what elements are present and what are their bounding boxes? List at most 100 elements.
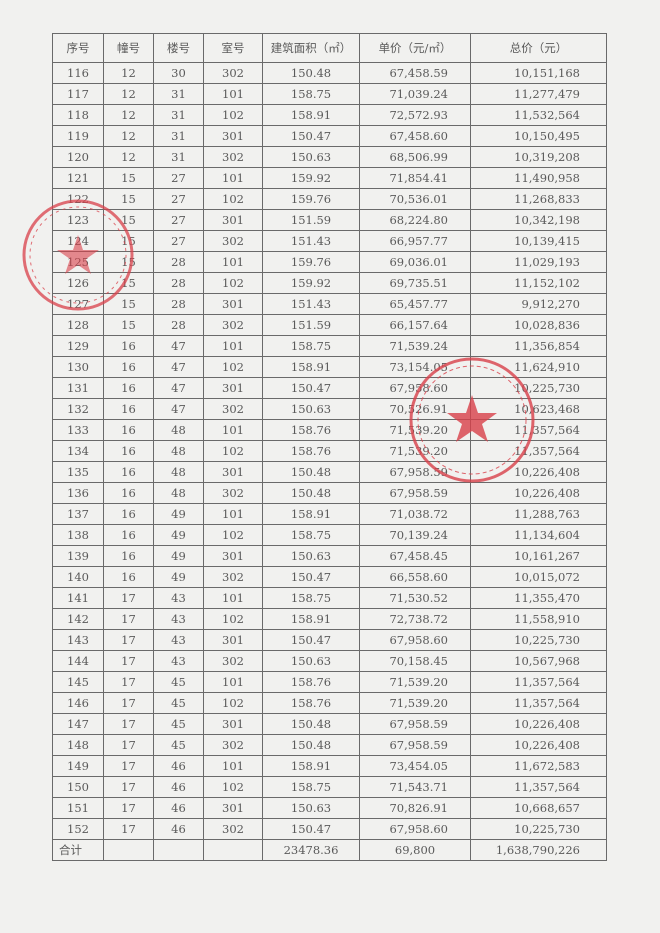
total-price: 11,624,910 (470, 356, 607, 378)
row-index: 145 (52, 671, 104, 693)
block-no: 27 (153, 167, 204, 189)
table-row: 134 16 48 102 158.76 71,539.20 11,357,564 (52, 440, 607, 462)
area: 150.47 (262, 125, 360, 147)
total-price: 11,357,564 (470, 419, 607, 441)
table-row: 144 17 43 302 150.63 70,158.45 10,567,968 (52, 650, 607, 672)
table-row: 122 15 27 102 159.76 70,536.01 11,268,833 (52, 188, 607, 210)
area: 150.63 (262, 398, 360, 420)
header-unit-price: 单价（元/㎡） (359, 33, 471, 63)
row-index: 150 (52, 776, 104, 798)
unit-price: 71,039.24 (359, 83, 471, 105)
row-index: 120 (52, 146, 104, 168)
building-no: 17 (103, 755, 154, 777)
area: 158.76 (262, 419, 360, 441)
building-no: 17 (103, 797, 154, 819)
unit-price: 71,543.71 (359, 776, 471, 798)
table-row: 140 16 49 302 150.47 66,558.60 10,015,072 (52, 566, 607, 588)
unit-price: 69,036.01 (359, 251, 471, 273)
row-index: 146 (52, 692, 104, 714)
room-no: 101 (203, 83, 263, 105)
total-price: 11,356,854 (470, 335, 607, 357)
table-row: 146 17 45 102 158.76 71,539.20 11,357,564 (52, 692, 607, 714)
table-row: 127 15 28 301 151.43 65,457.77 9,912,270 (52, 293, 607, 315)
row-index: 148 (52, 734, 104, 756)
room-no: 301 (203, 461, 263, 483)
row-index: 121 (52, 167, 104, 189)
room-no: 102 (203, 692, 263, 714)
building-no: 17 (103, 692, 154, 714)
room-no: 302 (203, 734, 263, 756)
building-no: 15 (103, 209, 154, 231)
area: 159.76 (262, 251, 360, 273)
block-no: 48 (153, 482, 204, 504)
total-row: 合计 23478.36 69,800 1,638,790,226 (52, 839, 607, 861)
row-index: 128 (52, 314, 104, 336)
total-price: 10,225,730 (470, 629, 607, 651)
area: 158.75 (262, 83, 360, 105)
block-no: 46 (153, 818, 204, 840)
row-index: 143 (52, 629, 104, 651)
unit-price: 67,458.60 (359, 125, 471, 147)
room-no: 302 (203, 146, 263, 168)
building-no: 12 (103, 125, 154, 147)
room-no: 102 (203, 608, 263, 630)
building-no: 15 (103, 167, 154, 189)
table-row: 125 15 28 101 159.76 69,036.01 11,029,193 (52, 251, 607, 273)
block-no: 28 (153, 314, 204, 336)
area: 150.48 (262, 62, 360, 84)
room-no: 102 (203, 524, 263, 546)
table-row: 139 16 49 301 150.63 67,458.45 10,161,267 (52, 545, 607, 567)
block-no: 28 (153, 251, 204, 273)
unit-price: 70,826.91 (359, 797, 471, 819)
block-no: 47 (153, 377, 204, 399)
total-price: 11,268,833 (470, 188, 607, 210)
room-no: 301 (203, 629, 263, 651)
total-price: 10,161,267 (470, 545, 607, 567)
room-no: 102 (203, 356, 263, 378)
block-no: 48 (153, 440, 204, 462)
area: 159.76 (262, 188, 360, 210)
room-no: 302 (203, 650, 263, 672)
total-price: 11,357,564 (470, 692, 607, 714)
building-no: 12 (103, 104, 154, 126)
row-index: 127 (52, 293, 104, 315)
room-no: 302 (203, 314, 263, 336)
area: 150.47 (262, 377, 360, 399)
room-no: 302 (203, 398, 263, 420)
building-no: 16 (103, 419, 154, 441)
block-no: 49 (153, 545, 204, 567)
table-row: 116 12 30 302 150.48 67,458.59 10,151,168 (52, 62, 607, 84)
unit-price: 67,958.60 (359, 818, 471, 840)
building-no: 16 (103, 377, 154, 399)
block-no: 45 (153, 692, 204, 714)
total-price: 11,490,958 (470, 167, 607, 189)
block-no: 43 (153, 650, 204, 672)
unit-price: 71,539.20 (359, 440, 471, 462)
room-no: 101 (203, 167, 263, 189)
building-no: 16 (103, 545, 154, 567)
empty-cell (153, 839, 204, 861)
row-index: 141 (52, 587, 104, 609)
row-index: 122 (52, 188, 104, 210)
block-no: 47 (153, 398, 204, 420)
total-price: 11,134,604 (470, 524, 607, 546)
unit-price: 71,530.52 (359, 587, 471, 609)
block-no: 28 (153, 293, 204, 315)
row-index: 118 (52, 104, 104, 126)
average-unit-price: 69,800 (359, 839, 471, 861)
building-no: 17 (103, 608, 154, 630)
area: 150.47 (262, 566, 360, 588)
row-index: 123 (52, 209, 104, 231)
total-price: 10,319,208 (470, 146, 607, 168)
building-no: 15 (103, 251, 154, 273)
table-row: 117 12 31 101 158.75 71,039.24 11,277,479 (52, 83, 607, 105)
unit-price: 70,536.01 (359, 188, 471, 210)
building-no: 16 (103, 440, 154, 462)
room-no: 102 (203, 776, 263, 798)
total-price: 10,139,415 (470, 230, 607, 252)
unit-price: 65,457.77 (359, 293, 471, 315)
block-no: 47 (153, 335, 204, 357)
room-no: 102 (203, 440, 263, 462)
table-row: 131 16 47 301 150.47 67,958.60 10,225,730 (52, 377, 607, 399)
block-no: 31 (153, 146, 204, 168)
